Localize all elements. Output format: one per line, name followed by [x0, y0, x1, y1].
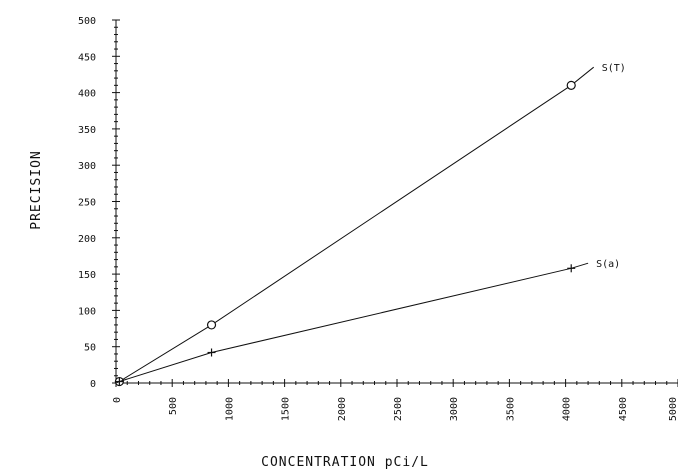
y-axis: 0 50 100 150 200 250 300 350 400 450 500	[78, 16, 120, 390]
x-tick-label: 0	[112, 397, 123, 403]
x-axis-title: CONCENTRATION pCi/L	[261, 455, 429, 470]
y-tick-label: 500	[78, 16, 96, 27]
y-tick-label: 350	[78, 125, 96, 136]
y-tick-label: 100	[78, 306, 96, 317]
y-axis-title: PRECISION	[29, 150, 44, 229]
x-tick-label: 4000	[562, 397, 573, 421]
y-tick-label: 250	[78, 198, 96, 209]
circle-marker	[566, 80, 576, 90]
y-tick-label: 0	[90, 379, 96, 390]
x-tick-label: 500	[168, 397, 179, 415]
x-tick-label: 5000	[668, 397, 678, 421]
y-tick-label: 450	[78, 52, 96, 63]
plus-marker	[115, 377, 124, 386]
y-tick-label: 300	[78, 161, 96, 172]
series-layer: S(T) S(a)	[114, 63, 626, 387]
series-line	[115, 262, 589, 384]
x-tick-label: 3500	[505, 397, 516, 421]
circle-marker	[206, 320, 217, 330]
series-1: S(T)	[114, 63, 626, 387]
series-line	[115, 66, 595, 384]
x-tick-label: 4500	[618, 397, 629, 421]
x-tick-label: 1000	[224, 397, 235, 421]
x-tick-label: 3000	[449, 397, 460, 421]
series-label: S(T)	[602, 63, 626, 74]
y-tick-label: 400	[78, 89, 96, 100]
x-tick-label: 2500	[393, 397, 404, 421]
y-tick-label: 200	[78, 234, 96, 245]
series-label: S(a)	[596, 259, 620, 270]
x-axis: 0 500 1000 1500 2000 2500 3000 3500 4000 4500 5000	[112, 379, 678, 421]
x-tick-label: 1500	[281, 397, 292, 421]
plus-marker	[567, 264, 576, 273]
plus-marker	[207, 348, 216, 357]
x-tick-label: 2000	[337, 397, 348, 421]
series-2: S(a)	[115, 259, 620, 386]
y-tick-label: 50	[84, 343, 96, 354]
y-tick-label: 150	[78, 270, 96, 281]
